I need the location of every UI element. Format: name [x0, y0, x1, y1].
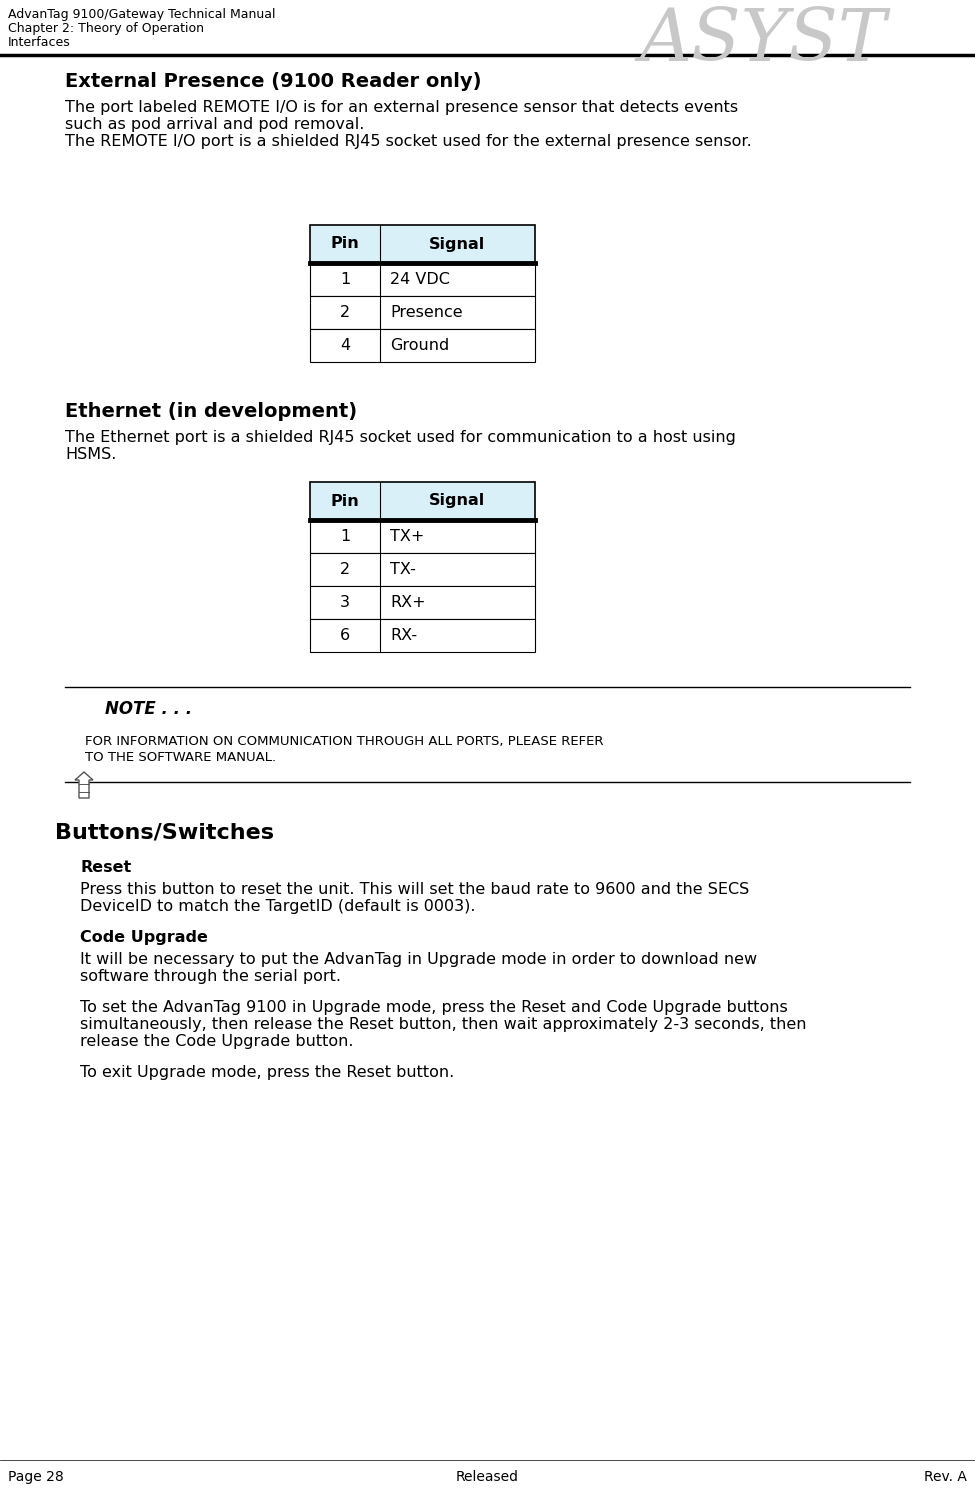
Text: 3: 3 — [340, 594, 350, 609]
Text: Pin: Pin — [331, 237, 360, 251]
Text: TO THE SOFTWARE MANUAL.: TO THE SOFTWARE MANUAL. — [85, 751, 276, 763]
Bar — [310, 519, 535, 552]
Text: To set the AdvanTag 9100 in Upgrade mode, press the Reset and Code Upgrade butto: To set the AdvanTag 9100 in Upgrade mode… — [80, 1000, 788, 1015]
Text: software through the serial port.: software through the serial port. — [80, 969, 341, 984]
Text: Presence: Presence — [390, 305, 462, 320]
Text: simultaneously, then release the Reset button, then wait approximately 2-3 secon: simultaneously, then release the Reset b… — [80, 1016, 806, 1031]
Text: The port labeled REMOTE I/O is for an external presence sensor that detects even: The port labeled REMOTE I/O is for an ex… — [65, 100, 738, 115]
Text: It will be necessary to put the AdvanTag in Upgrade mode in order to download ne: It will be necessary to put the AdvanTag… — [80, 952, 758, 967]
Text: HSMS.: HSMS. — [65, 448, 116, 463]
Text: Reset: Reset — [80, 859, 132, 876]
Bar — [310, 329, 535, 362]
Text: Signal: Signal — [429, 494, 486, 509]
Text: Ethernet (in development): Ethernet (in development) — [65, 403, 357, 421]
Text: External Presence (9100 Reader only): External Presence (9100 Reader only) — [65, 72, 482, 91]
Bar — [310, 225, 535, 263]
Polygon shape — [75, 772, 93, 798]
Text: Code Upgrade: Code Upgrade — [80, 930, 208, 945]
Text: Interfaces: Interfaces — [8, 36, 71, 49]
Text: Buttons/Switches: Buttons/Switches — [55, 822, 274, 841]
Text: NOTE . . .: NOTE . . . — [105, 701, 192, 719]
Text: TX-: TX- — [390, 561, 416, 576]
Text: AdvanTag 9100/Gateway Technical Manual: AdvanTag 9100/Gateway Technical Manual — [8, 7, 276, 21]
Text: TX+: TX+ — [390, 528, 424, 543]
Text: Page 28: Page 28 — [8, 1470, 63, 1484]
Text: 24 VDC: 24 VDC — [390, 272, 449, 287]
Text: 4: 4 — [340, 338, 350, 353]
Text: 2: 2 — [340, 305, 350, 320]
Text: Press this button to reset the unit. This will set the baud rate to 9600 and the: Press this button to reset the unit. Thi… — [80, 882, 749, 897]
Text: 6: 6 — [340, 629, 350, 644]
Text: Rev. A: Rev. A — [924, 1470, 967, 1484]
Text: The Ethernet port is a shielded RJ45 socket used for communication to a host usi: The Ethernet port is a shielded RJ45 soc… — [65, 430, 736, 445]
Bar — [310, 618, 535, 653]
Text: Chapter 2: Theory of Operation: Chapter 2: Theory of Operation — [8, 22, 204, 34]
Bar — [310, 552, 535, 585]
Text: release the Code Upgrade button.: release the Code Upgrade button. — [80, 1034, 354, 1049]
Text: FOR INFORMATION ON COMMUNICATION THROUGH ALL PORTS, PLEASE REFER: FOR INFORMATION ON COMMUNICATION THROUGH… — [85, 735, 604, 748]
Text: RX-: RX- — [390, 629, 417, 644]
Text: 2: 2 — [340, 561, 350, 576]
Text: such as pod arrival and pod removal.: such as pod arrival and pod removal. — [65, 117, 365, 132]
Text: ASYST: ASYST — [640, 4, 887, 75]
Text: Released: Released — [456, 1470, 519, 1484]
Bar — [310, 482, 535, 519]
Text: The REMOTE I/O port is a shielded RJ45 socket used for the external presence sen: The REMOTE I/O port is a shielded RJ45 s… — [65, 135, 752, 150]
Bar — [310, 263, 535, 296]
Text: 1: 1 — [340, 528, 350, 543]
Text: 1: 1 — [340, 272, 350, 287]
Bar — [310, 296, 535, 329]
Text: To exit Upgrade mode, press the Reset button.: To exit Upgrade mode, press the Reset bu… — [80, 1064, 454, 1079]
Text: Ground: Ground — [390, 338, 449, 353]
Text: DeviceID to match the TargetID (default is 0003).: DeviceID to match the TargetID (default … — [80, 900, 476, 915]
Bar — [310, 585, 535, 618]
Text: RX+: RX+ — [390, 594, 426, 609]
Text: Signal: Signal — [429, 237, 486, 251]
Text: Pin: Pin — [331, 494, 360, 509]
